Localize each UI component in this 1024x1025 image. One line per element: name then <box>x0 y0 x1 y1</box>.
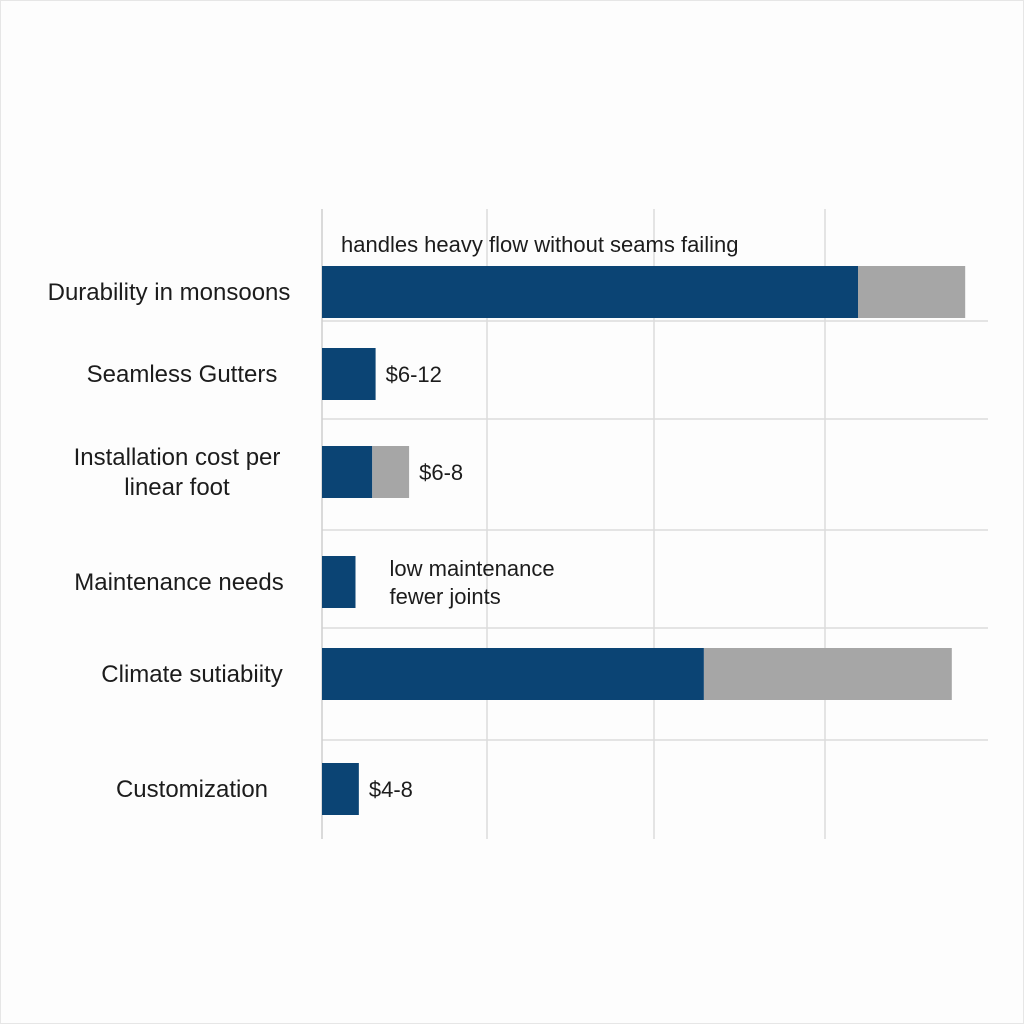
bar-segment-primary <box>322 763 359 815</box>
bar-annotation-line: low maintenance <box>390 556 555 581</box>
category-label-line: Seamless Gutters <box>87 361 278 388</box>
bar-annotation: low maintenance fewer joints <box>390 556 555 609</box>
bar-annotation-line: $6-8 <box>419 460 463 485</box>
bar-annotation: $6-8 <box>419 460 463 485</box>
bar-segment-primary <box>322 446 373 498</box>
category-label: Climate sutiabiity <box>101 661 282 688</box>
bar-segment-primary <box>322 556 356 608</box>
label-layer: Durability in monsoons Seamless Gutters In… <box>48 232 739 803</box>
bar-annotation: handles heavy flow without seams failing <box>341 232 738 257</box>
category-label: Durability in monsoons <box>48 279 291 306</box>
bar-segment-primary <box>322 266 858 318</box>
bar-segment-primary <box>322 348 376 400</box>
category-label: Installation cost per linear foot <box>74 444 281 501</box>
bar-annotation-line: fewer joints <box>390 584 501 609</box>
bar-segment-secondary <box>858 266 966 318</box>
bar-annotation: $6-12 <box>386 362 442 387</box>
category-label-line: linear foot <box>124 474 230 501</box>
bar-segment-primary <box>322 648 704 700</box>
category-label-line: Customization <box>116 776 268 803</box>
category-label-line: Durability in monsoons <box>48 279 291 306</box>
category-label-line: Climate sutiabiity <box>101 661 282 688</box>
bar-segment-secondary <box>372 446 410 498</box>
bar-annotation-line: $4-8 <box>369 777 413 802</box>
category-label-line: Maintenance needs <box>74 569 283 596</box>
bar-layer <box>322 266 966 815</box>
bar-annotation-line: $6-12 <box>386 362 442 387</box>
category-label: Customization <box>116 776 268 803</box>
bar-annotation-line: handles heavy flow without seams failing <box>341 232 738 257</box>
category-label: Seamless Gutters <box>87 361 278 388</box>
category-label: Maintenance needs <box>74 569 283 596</box>
bar-annotation: $4-8 <box>369 777 413 802</box>
bar-segment-secondary <box>703 648 952 700</box>
category-label-line: Installation cost per <box>74 444 281 471</box>
